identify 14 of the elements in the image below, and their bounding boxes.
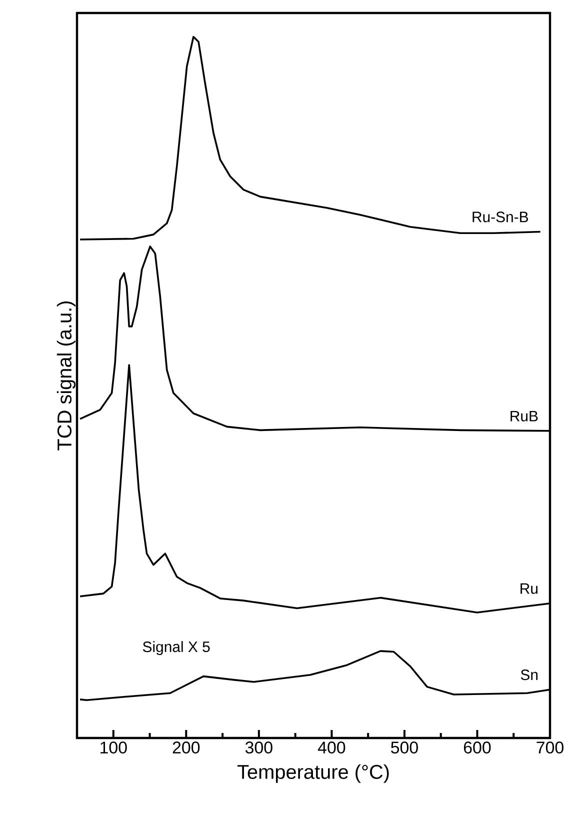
y-axis-title: TCD signal (a.u.) — [56, 301, 76, 450]
series-label: Sn — [520, 670, 538, 680]
x-tick-label: 300 — [245, 742, 272, 754]
series-label: Ru — [520, 583, 538, 594]
x-axis-title: Temperature (°C) — [237, 764, 389, 783]
x-tick-label: 700 — [536, 742, 564, 754]
series-label: RuB — [510, 410, 538, 422]
x-tick-label: 200 — [172, 742, 200, 754]
x-tick-label: 400 — [318, 742, 346, 754]
x-tick-label: 600 — [464, 742, 491, 754]
x-tick-label: 100 — [100, 742, 127, 754]
x-tick-label: 500 — [391, 742, 418, 754]
series-label: Ru-Sn-B — [472, 212, 528, 222]
annotation: Signal X 5 — [142, 641, 210, 656]
